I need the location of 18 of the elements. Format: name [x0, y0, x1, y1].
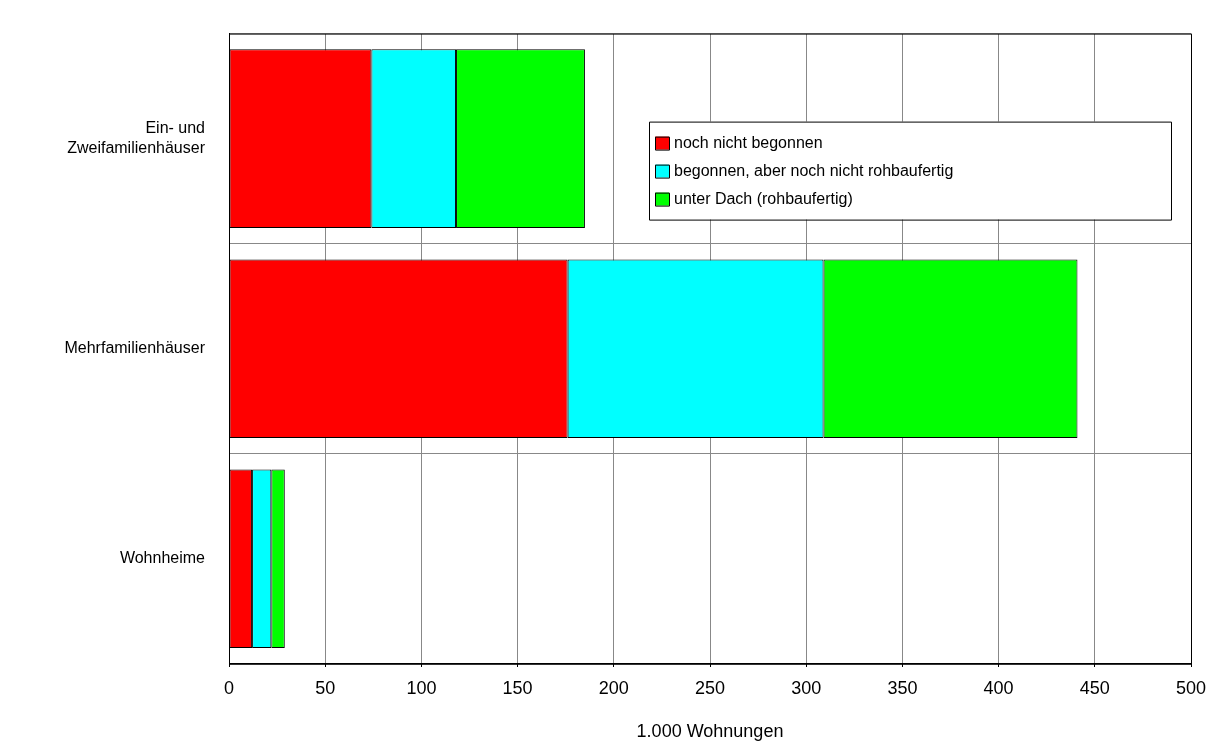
x-tick-label: 250 [694, 677, 726, 698]
y-tick-label: Ein- und Zweifamilienhäuser [67, 119, 206, 156]
y-tick-label: Wohnheime [119, 549, 206, 567]
x-tick-label: 200 [598, 677, 629, 698]
x-tick-label: 500 [1175, 677, 1207, 698]
legend-label: begonnen, aber noch nicht rohbaufertig [674, 162, 954, 180]
x-tick-label: 300 [791, 677, 822, 698]
legend-label: noch nicht begonnen [674, 134, 823, 152]
legend-label: unter Dach (rohbaufertig) [674, 190, 853, 208]
x-axis-title: 1.000 Wohnungen [636, 721, 784, 742]
x-tick-label: 150 [502, 677, 533, 698]
x-tick-label: 50 [315, 677, 336, 698]
x-tick-label: 400 [983, 677, 1014, 698]
y-tick-label: Mehrfamilienhäuser [64, 339, 206, 357]
x-tick-label: 100 [406, 677, 437, 698]
x-tick-label: 0 [223, 677, 235, 698]
x-tick-label: 450 [1079, 677, 1110, 698]
x-tick-label: 350 [887, 677, 918, 698]
